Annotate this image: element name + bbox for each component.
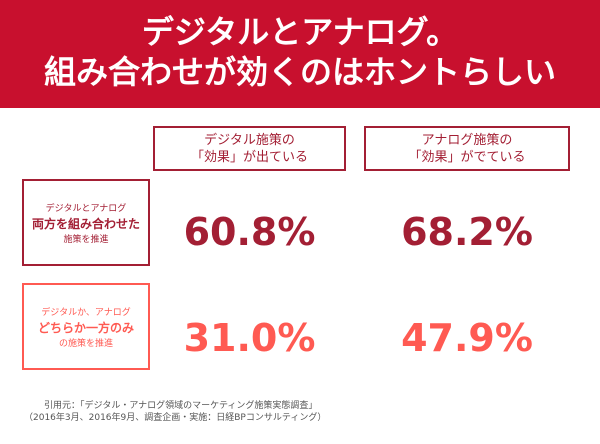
column-header-line: デジタル施策の <box>204 133 295 148</box>
column-header-line: 「効果」がでている <box>408 150 526 165</box>
source-line-2: （2016年3月、2016年9月、調査企画・実施：日経BPコンサルティング） <box>24 413 327 423</box>
value-single-analog: 47.9% <box>401 316 533 360</box>
title-line-1: デジタルとアナログ。 <box>141 13 459 51</box>
value-combined-digital: 60.8% <box>183 210 316 254</box>
source-line-1: 引用元：「デジタル・アナログ領域のマーケティング施策実態調査」 <box>44 401 318 411</box>
row-header-line: の施策を推進 <box>58 339 113 349</box>
column-header-line: 「効果」が出ている <box>190 150 308 165</box>
title-line-2: 組み合わせが効くのはホントらしい <box>43 53 556 91</box>
row-header-single: デジタルか、アナログ どちらか一方のみ の施策を推進 <box>22 283 150 370</box>
column-header-analog-effect: アナログ施策の 「効果」がでている <box>364 126 570 171</box>
value-combined-analog: 68.2% <box>401 210 533 254</box>
column-header-line: アナログ施策の <box>421 133 513 148</box>
row-header-line: デジタルか、アナログ <box>41 308 131 318</box>
column-header-digital-effect: デジタル施策の 「効果」が出ている <box>153 126 346 171</box>
row-header-emphasis: 両方を組み合わせた <box>31 217 140 231</box>
source-note: 引用元：「デジタル・アナログ領域のマーケティング施策実態調査」 （2016年3月… <box>24 400 584 424</box>
row-header-line: デジタルとアナログ <box>45 204 127 214</box>
title-banner: デジタルとアナログ。 組み合わせが効くのはホントらしい <box>0 0 600 108</box>
row-header-emphasis: どちらか一方のみ <box>37 321 134 335</box>
value-single-digital: 31.0% <box>183 316 316 360</box>
row-header-line: 施策を推進 <box>63 235 109 245</box>
row-header-combined: デジタルとアナログ 両方を組み合わせた 施策を推進 <box>22 179 150 266</box>
